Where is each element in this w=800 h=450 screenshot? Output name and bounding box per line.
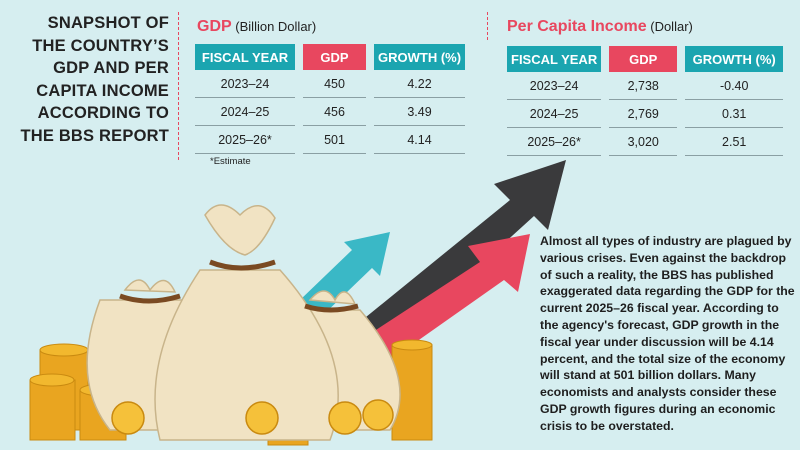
unit: (Billion Dollar) [235,19,317,34]
row: 2025–26* 3,020 2.51 [507,128,784,156]
title-line: CAPITA INCOME [36,81,169,100]
header-row: FISCAL YEAR GDP GROWTH (%) [507,46,784,72]
cell: 501 [303,126,366,154]
cell: 4.22 [374,70,466,98]
cell: 4.14 [374,126,466,154]
cell: 2,769 [609,100,678,128]
cell: 2025–26* [195,126,295,154]
row: 2025–26* 501 4.14 [195,126,466,154]
header-cell: GROWTH (%) [685,46,784,72]
teal-arrow [300,232,390,318]
header-cell: FISCAL YEAR [195,44,295,70]
cell: 3,020 [609,128,678,156]
title-line: THE COUNTRY’S [32,36,169,55]
row: 2024–25 2,769 0.31 [507,100,784,128]
cell: 0.31 [685,100,784,128]
per-capita-table: FISCAL YEAR GDP GROWTH (%) 2023–24 2,738… [499,46,791,156]
header-row: FISCAL YEAR GDP GROWTH (%) [195,44,466,70]
cell: 2024–25 [195,98,295,126]
header-cell: GROWTH (%) [374,44,466,70]
header-cell: FISCAL YEAR [507,46,602,72]
cell: 456 [303,98,366,126]
cell: 450 [303,70,366,98]
bag-ties [119,259,359,313]
gdp-table: FISCAL YEAR GDP GROWTH (%) 2023–24 450 4… [187,44,473,154]
row: 2023–24 450 4.22 [195,70,466,98]
divider [487,12,488,40]
gold-coins [111,399,394,435]
paragraph: Almost all types of industry are plagued… [540,234,795,433]
title: GDP [197,18,232,35]
cell: 2023–24 [195,70,295,98]
cell: 2,738 [609,72,678,100]
title: Per Capita Income [507,18,647,35]
title-line: SNAPSHOT OF [47,14,169,32]
note: *Estimate [210,156,251,167]
cell: -0.40 [685,72,784,100]
header-cell: GDP [303,44,366,70]
cell: 2025–26* [507,128,602,156]
cell: 2.51 [685,128,784,156]
cell: 3.49 [374,98,466,126]
unit: (Dollar) [650,19,693,34]
cell: 2023–24 [507,72,602,100]
row: 2024–25 456 3.49 [195,98,466,126]
money-bags [86,204,401,441]
side-title: SNAPSHOT OF THE COUNTRY’S GDP AND PER CA… [4,12,169,147]
row: 2023–24 2,738 -0.40 [507,72,784,100]
divider [178,12,179,160]
dark-arrow [350,160,566,356]
title-line: GDP AND PER [53,59,169,77]
table-title: Per Capita Income (Dollar) [507,18,693,36]
cell: 2024–25 [507,100,602,128]
title-line: ACCORDING TO [37,104,169,122]
table-title: GDP (Billion Dollar) [197,18,316,36]
header-cell: GDP [609,46,678,72]
title-line: THE BBS REPORT [20,126,169,145]
